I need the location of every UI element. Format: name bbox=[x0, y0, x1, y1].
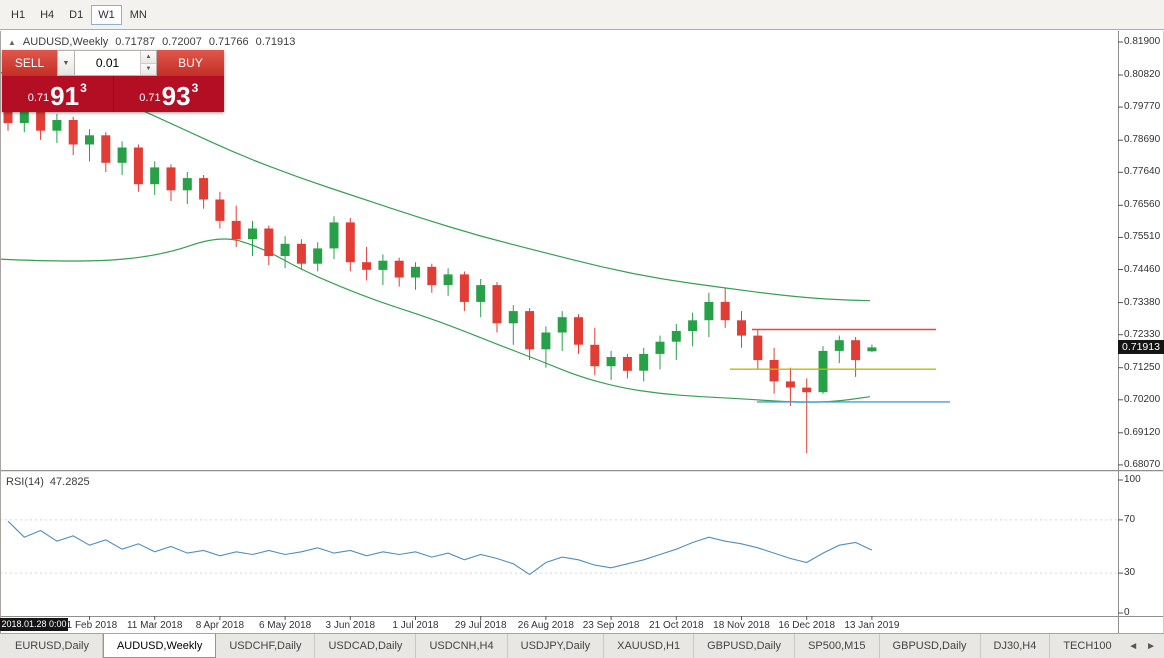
timeframe-button-h4[interactable]: H4 bbox=[40, 8, 55, 21]
price-axis-label: 0.76560 bbox=[1124, 199, 1161, 211]
volume-input[interactable] bbox=[75, 51, 140, 75]
time-axis-label: 26 Aug 2018 bbox=[517, 620, 574, 631]
rsi-axis-label: 100 bbox=[1124, 474, 1141, 485]
sell-price-display: 0.71 91 3 bbox=[2, 76, 114, 112]
timeframe-button-d1[interactable]: D1 bbox=[69, 8, 84, 21]
chart-symbol-label: AUDUSD,Weekly bbox=[22, 36, 109, 48]
first-bar-time-badge: 2018.01.28 0:00 bbox=[0, 618, 68, 631]
chart-tab-tech100[interactable]: TECH100 bbox=[1050, 634, 1126, 658]
price-axis-label: 0.75510 bbox=[1124, 231, 1161, 243]
time-axis-label: 13 Jan 2019 bbox=[844, 620, 900, 631]
price-axis-label: 0.69120 bbox=[1124, 426, 1161, 438]
buy-button[interactable]: BUY bbox=[157, 50, 224, 76]
one-click-trading-panel: SELL ▼ ▲ ▼ BUY 0.71 91 3 0.71 93 3 bbox=[2, 50, 224, 112]
volume-spin-down-icon[interactable]: ▼ bbox=[141, 63, 156, 75]
timeframe-button-mn[interactable]: MN bbox=[129, 8, 147, 21]
current-price-badge: 0.71913 bbox=[1118, 340, 1164, 355]
rsi-indicator-label: RSI(14) 47.2825 bbox=[6, 476, 90, 488]
volume-dropdown-button[interactable]: ▼ bbox=[57, 50, 75, 76]
buy-price-display: 0.71 93 3 bbox=[114, 76, 225, 112]
chart-tab-dj30-h4[interactable]: DJ30,H4 bbox=[981, 634, 1051, 658]
tabs-scroll-right-button[interactable]: ► bbox=[1146, 640, 1156, 652]
chart-tab-sp500-m15[interactable]: SP500,M15 bbox=[795, 634, 880, 658]
buy-price-pip: 3 bbox=[191, 81, 199, 95]
price-axis-label: 0.74460 bbox=[1124, 263, 1161, 275]
rsi-axis-label: 70 bbox=[1124, 513, 1136, 525]
sell-button[interactable]: SELL bbox=[2, 50, 57, 76]
price-axis-label: 0.81900 bbox=[1124, 36, 1161, 47]
buy-price-prefix: 0.71 bbox=[139, 92, 161, 104]
time-axis-label: 3 Jun 2018 bbox=[325, 620, 376, 631]
rsi-axis-label: 30 bbox=[1124, 567, 1136, 579]
bar-high-value: 0.72007 bbox=[162, 36, 202, 48]
sell-price-big-digits: 91 bbox=[50, 81, 80, 111]
price-axis-label: 0.68070 bbox=[1124, 458, 1161, 470]
price-axis-label: 0.79770 bbox=[1124, 101, 1161, 113]
bar-low-value: 0.71766 bbox=[208, 36, 249, 48]
time-axis-label: 18 Nov 2018 bbox=[713, 620, 770, 631]
time-axis-label: 11 Mar 2018 bbox=[126, 620, 183, 631]
price-axis-label: 0.72330 bbox=[1124, 328, 1161, 340]
rsi-name: RSI(14) bbox=[6, 476, 44, 488]
time-axis-label: 11 Feb 2018 bbox=[61, 620, 118, 631]
sell-price-prefix: 0.71 bbox=[27, 92, 50, 104]
tabs-scroll-left-button[interactable]: ◄ bbox=[1128, 640, 1139, 652]
time-axis-label: 1 Jul 2018 bbox=[392, 620, 439, 631]
time-axis-label: 6 May 2018 bbox=[258, 620, 312, 631]
time-axis-label: 16 Dec 2018 bbox=[778, 620, 836, 631]
chart-tab-usdcad-daily[interactable]: USDCAD,Daily bbox=[315, 634, 417, 658]
timeframe-button-w1[interactable]: W1 bbox=[91, 4, 122, 25]
bar-open-value: 0.71787 bbox=[115, 36, 156, 48]
rsi-axis-label: 0 bbox=[1124, 607, 1130, 618]
volume-stepper: ▲ ▼ bbox=[140, 51, 156, 75]
timeframe-button-h1[interactable]: H1 bbox=[11, 8, 26, 21]
time-axis-label: 21 Oct 2018 bbox=[649, 620, 704, 631]
price-axis-label: 0.71250 bbox=[1124, 361, 1161, 373]
price-axis-label: 0.73380 bbox=[1124, 296, 1161, 308]
chart-tab-gbpusd-daily[interactable]: GBPUSD,Daily bbox=[880, 634, 981, 658]
chart-tab-gbpusd-daily[interactable]: GBPUSD,Daily bbox=[694, 634, 796, 658]
sell-price-pip: 3 bbox=[80, 81, 87, 95]
bar-close-value: 0.71913 bbox=[255, 36, 296, 48]
time-axis-label: 8 Apr 2018 bbox=[195, 620, 245, 631]
chart-title: ▲ AUDUSD,Weekly 0.71787 0.72007 0.71766 … bbox=[8, 36, 295, 48]
buy-price-big-digits: 93 bbox=[161, 81, 191, 111]
time-axis-label: 29 Jul 2018 bbox=[454, 620, 507, 631]
chart-tab-usdchf-daily[interactable]: USDCHF,Daily bbox=[216, 634, 316, 658]
price-axis-label: 0.70200 bbox=[1124, 393, 1161, 405]
timeframe-toolbar: H1 H4 D1 W1 MN bbox=[0, 0, 1164, 30]
volume-spin-up-icon[interactable]: ▲ bbox=[141, 51, 156, 64]
chart-tab-eurusd-daily[interactable]: EURUSD,Daily bbox=[2, 634, 103, 658]
chart-tab-usdjpy-daily[interactable]: USDJPY,Daily bbox=[508, 634, 605, 658]
chart-tab-usdcnh-h4[interactable]: USDCNH,H4 bbox=[416, 634, 508, 658]
tab-scroll-arrows: ◄ ► bbox=[1120, 634, 1164, 658]
chart-tab-audusd-weekly[interactable]: AUDUSD,Weekly bbox=[102, 634, 217, 658]
price-axis-label: 0.78690 bbox=[1124, 134, 1161, 146]
symbol-marker-icon: ▲ bbox=[8, 37, 16, 47]
chart-tabs: EURUSD,Daily AUDUSD,Weekly USDCHF,Daily USD… bbox=[0, 633, 1164, 658]
price-axis-label: 0.77640 bbox=[1124, 166, 1161, 178]
rsi-value: 47.2825 bbox=[49, 476, 90, 488]
chart-tab-xauusd-h1[interactable]: XAUUSD,H1 bbox=[604, 634, 695, 658]
time-axis-label: 23 Sep 2018 bbox=[582, 620, 640, 631]
price-axis-label: 0.80820 bbox=[1124, 69, 1161, 81]
